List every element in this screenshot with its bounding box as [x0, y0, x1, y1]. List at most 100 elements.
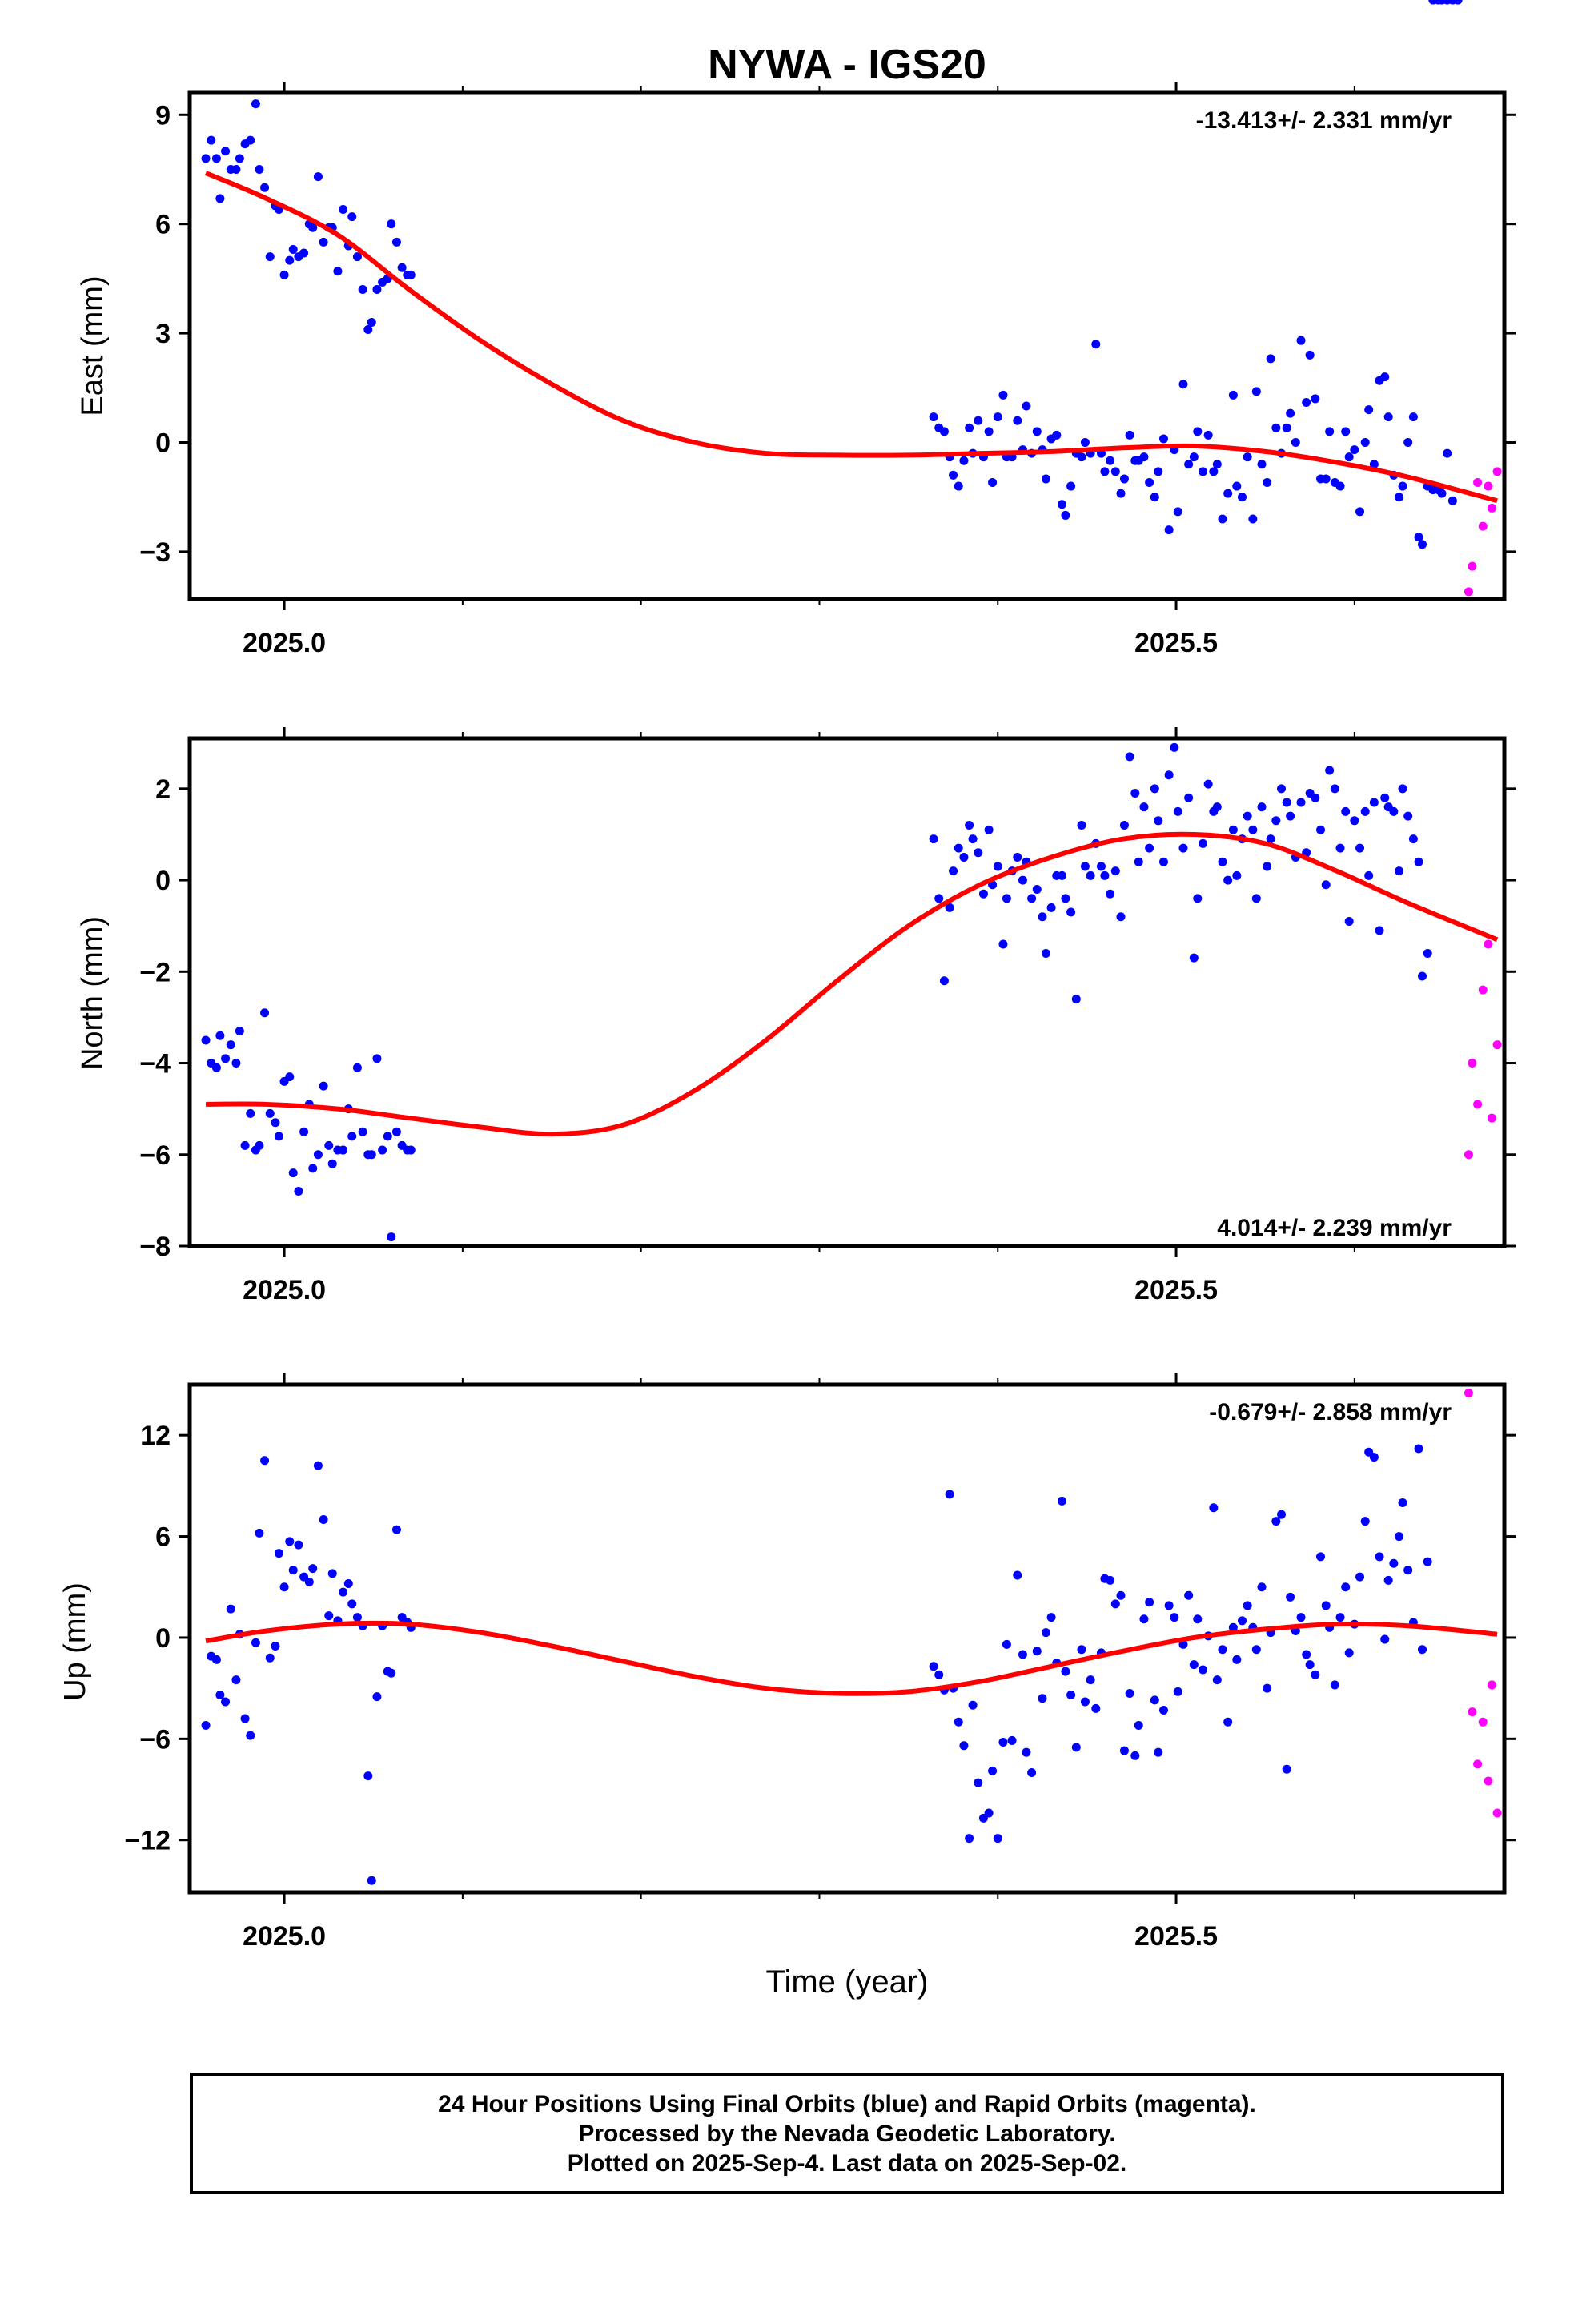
y-tick-label: 6	[155, 1522, 171, 1553]
footer-line-2: Processed by the Nevada Geodetic Laborat…	[578, 2120, 1116, 2147]
up-plot-frame	[187, 1382, 1507, 1895]
x-tick-label: 2025.0	[243, 1921, 326, 1952]
up-ticks	[179, 1373, 1516, 1904]
final-orbit-point	[1106, 1575, 1115, 1585]
final-orbit-point	[1110, 1599, 1120, 1609]
final-orbit-point	[1263, 1683, 1272, 1693]
final-orbit-point	[1341, 427, 1351, 436]
final-orbit-point	[1228, 390, 1238, 400]
final-orbit-point	[324, 1611, 334, 1621]
rapid-orbit-point	[1478, 1717, 1488, 1727]
final-orbit-point	[1218, 514, 1227, 524]
y-tick-label: 0	[155, 1623, 171, 1654]
final-orbit-point	[974, 1778, 983, 1787]
final-orbit-point	[319, 1515, 328, 1525]
final-orbit-point	[1061, 510, 1070, 520]
final-orbit-point	[1198, 467, 1207, 476]
final-orbit-point	[260, 1008, 270, 1018]
final-orbit-point	[288, 1168, 298, 1178]
up-panel: Up (mm) −12 −6 0 6 12 2025.0 2025.5 -0.679+/-…	[58, 0, 1516, 1952]
final-orbit-point	[313, 1461, 323, 1470]
y-tick-label: 12	[140, 1421, 171, 1451]
rapid-orbit-point	[1492, 467, 1502, 476]
final-orbit-point	[221, 1697, 231, 1707]
final-orbit-point	[221, 1054, 231, 1063]
final-orbit-point	[1316, 825, 1326, 834]
final-orbit-point	[993, 412, 1002, 422]
final-orbit-point	[1212, 1675, 1222, 1685]
final-orbit-point	[1106, 889, 1115, 899]
final-orbit-point	[240, 1714, 250, 1723]
final-orbit-point	[339, 1145, 348, 1155]
final-orbit-point	[998, 390, 1008, 400]
final-orbit-point	[1271, 423, 1281, 432]
final-orbit-point	[333, 267, 343, 276]
final-orbit-point	[1341, 1582, 1351, 1592]
final-orbit-point	[1408, 834, 1418, 844]
final-orbit-point	[1423, 1557, 1432, 1566]
final-orbit-point	[1344, 1648, 1354, 1658]
final-orbit-point	[1223, 1717, 1233, 1727]
final-orbit-point	[1139, 1614, 1149, 1624]
final-orbit-point	[1150, 1695, 1159, 1705]
y-tick-label: −12	[124, 1826, 171, 1856]
final-orbit-point	[1286, 1592, 1295, 1602]
final-orbit-point	[984, 825, 994, 834]
final-orbit-point	[984, 427, 994, 436]
final-orbit-point	[1375, 1552, 1384, 1562]
final-orbit-point	[1086, 1675, 1095, 1685]
final-orbit-point	[406, 270, 416, 279]
final-orbit-point	[1150, 493, 1159, 502]
final-orbit-point	[211, 154, 221, 163]
final-orbit-point	[255, 1528, 264, 1538]
final-orbit-point	[235, 154, 244, 163]
rapid-orbit-point	[1484, 1776, 1493, 1786]
final-orbit-point	[1066, 481, 1076, 491]
final-orbit-point	[313, 172, 323, 182]
final-orbit-point	[372, 285, 382, 295]
final-orbit-point	[968, 1700, 978, 1710]
final-orbit-point	[260, 183, 270, 192]
final-orbit-point	[1106, 456, 1115, 465]
final-orbit-point	[1380, 372, 1390, 382]
rapid-orbit-point	[1478, 985, 1488, 995]
final-orbit-point	[945, 903, 954, 912]
final-orbit-point	[1119, 474, 1129, 484]
final-orbit-point	[1046, 1613, 1056, 1622]
final-orbit-point	[945, 1490, 954, 1499]
final-orbit-point	[1110, 467, 1120, 476]
final-orbit-point	[1243, 452, 1252, 462]
final-orbit-point	[965, 821, 974, 830]
final-orbit-point	[1330, 784, 1339, 794]
final-orbit-point	[993, 1834, 1002, 1844]
y-tick-label: −4	[139, 1049, 171, 1080]
final-orbit-point	[1080, 1697, 1090, 1707]
final-orbit-point	[1335, 843, 1345, 853]
final-orbit-point	[1002, 894, 1011, 903]
east-x-tick-labels: 2025.0 2025.5	[243, 628, 1218, 658]
final-orbit-point	[1007, 1735, 1017, 1745]
final-orbit-point	[1022, 401, 1031, 411]
final-orbit-point	[1286, 811, 1295, 821]
final-orbit-point	[1398, 481, 1407, 491]
final-orbit-point	[1398, 1498, 1407, 1507]
final-orbit-point	[363, 325, 373, 335]
final-orbit-point	[1032, 884, 1042, 894]
y-tick-label: −2	[139, 957, 171, 987]
final-orbit-point	[1223, 489, 1233, 498]
x-tick-label: 2025.0	[243, 1275, 326, 1305]
final-orbit-point	[1302, 1650, 1311, 1659]
final-orbit-point	[347, 1599, 357, 1609]
east-y-tick-labels: −3 0 3 6 9	[139, 100, 171, 568]
north-ticks	[179, 727, 1516, 1257]
up-y-tick-labels: −12 −6 0 6 12	[124, 1421, 171, 1856]
final-orbit-point	[387, 1232, 396, 1242]
final-orbit-point	[1414, 857, 1423, 866]
final-orbit-point	[1125, 1688, 1134, 1698]
final-orbit-point	[1173, 1687, 1182, 1696]
up-ylabel: Up (mm)	[58, 1582, 92, 1701]
final-orbit-point	[265, 252, 275, 262]
final-orbit-point	[1325, 427, 1335, 436]
final-orbit-point	[1311, 1670, 1320, 1679]
final-orbit-point	[1418, 1645, 1427, 1655]
